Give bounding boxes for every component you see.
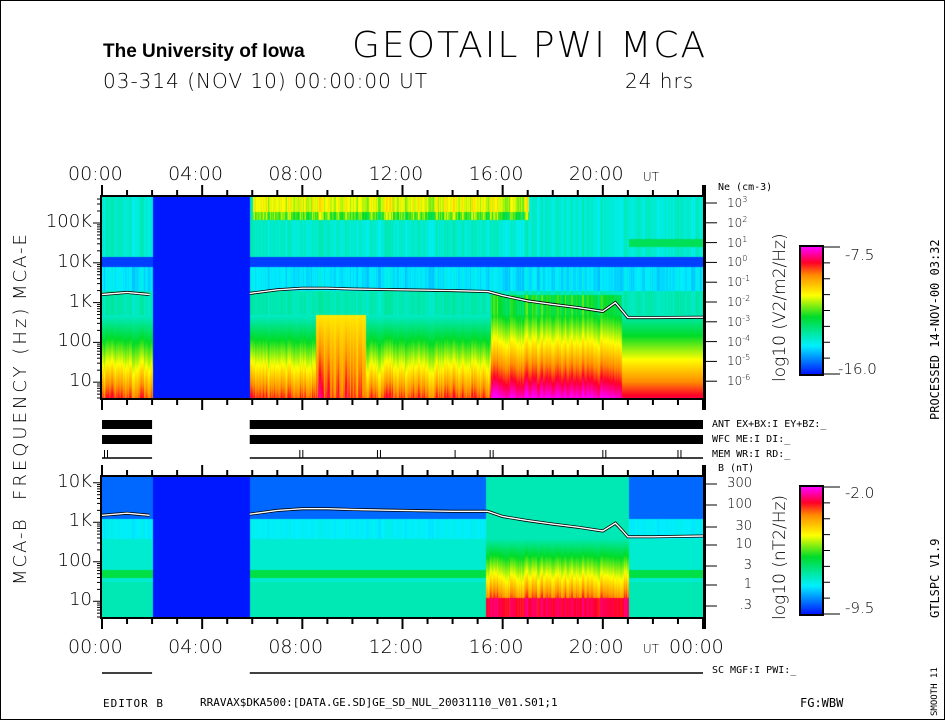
ne-tick-label: 102 bbox=[727, 214, 748, 230]
ut-label-top: UT bbox=[642, 170, 659, 184]
ant-status: ANT EX+BX:I EY+BZ:_ bbox=[712, 419, 827, 430]
bottom-time-label: 00:00 bbox=[669, 636, 724, 658]
density-line bbox=[101, 512, 150, 516]
bottom-time-label: 12:00 bbox=[368, 636, 424, 658]
panel-border bbox=[100, 475, 705, 619]
status-bar bbox=[249, 420, 703, 429]
status-bar bbox=[249, 435, 703, 444]
top-time-label: 00:00 bbox=[68, 163, 123, 185]
status-bar bbox=[102, 420, 153, 429]
top-time-label: 20:00 bbox=[568, 163, 624, 185]
bottom-time-label: 08:00 bbox=[268, 636, 324, 658]
bottom-time-label: 20:00 bbox=[568, 636, 624, 658]
sc-status: SC MGF:I PWI:_ bbox=[712, 665, 797, 676]
top-time-label: 16:00 bbox=[468, 163, 524, 185]
colorbar-e-max: -7.5 bbox=[845, 246, 875, 264]
smooth-label: SMOOTH 11 bbox=[930, 667, 940, 716]
density-line bbox=[249, 508, 704, 538]
bottom-time-label: 00:00 bbox=[68, 636, 123, 658]
mca-b-freq-tick-label: 10K bbox=[57, 470, 92, 492]
b-axis-title: B (nT) bbox=[718, 463, 755, 474]
b-tick-label: .3 bbox=[739, 598, 752, 613]
density-line-shadow bbox=[249, 286, 704, 320]
ne-tick-label: 10-5 bbox=[727, 353, 751, 369]
editor-label: EDITOR B bbox=[103, 697, 164, 710]
mem-status: MEM WR:I RD:_ bbox=[712, 449, 791, 460]
b-tick-label: 30 bbox=[735, 519, 752, 534]
institution-label: The University of Iowa bbox=[103, 41, 305, 62]
fg-label: FG:WBW bbox=[800, 696, 844, 710]
colorbar-e-frame bbox=[799, 245, 824, 376]
mca-e-freq-tick-label: 1K bbox=[68, 290, 92, 312]
b-tick-label: 10 bbox=[735, 537, 752, 552]
ne-tick-label: 103 bbox=[727, 195, 748, 210]
ne-tick-label: 10-6 bbox=[727, 373, 751, 389]
mca-b-freq-tick-label: 10 bbox=[69, 589, 92, 611]
wfc-status: WFC ME:I DI:_ bbox=[712, 434, 791, 445]
mca-e-freq-tick-label: 100K bbox=[45, 210, 92, 232]
date-line: 03-314 (NOV 10) 00:00:00 UT bbox=[103, 69, 429, 93]
colorbar-e-label: log10 (V2/m2/Hz) bbox=[770, 233, 790, 382]
colorbar-b bbox=[801, 487, 822, 614]
colorbar-b-frame bbox=[799, 485, 824, 616]
ut-label-bottom: UT bbox=[642, 642, 659, 656]
b-tick-label: 300 bbox=[727, 476, 752, 491]
top-time-label: 08:00 bbox=[268, 163, 324, 185]
ne-tick-label: 10-1 bbox=[727, 274, 751, 290]
plot-title: GEOTAIL PWI MCA bbox=[352, 25, 708, 66]
mca-e-freq-tick-label: 10 bbox=[69, 370, 92, 392]
ne-tick-label: 100 bbox=[727, 254, 748, 270]
density-line bbox=[101, 291, 150, 296]
status-bar bbox=[102, 435, 153, 444]
panel-border bbox=[100, 195, 705, 400]
density-line bbox=[249, 287, 704, 319]
mca-e-freq-tick-label: 100 bbox=[57, 330, 92, 352]
colorbar-e bbox=[801, 247, 822, 374]
colorbar-e-min: -16.0 bbox=[838, 360, 877, 378]
ne-tick-label: 10-3 bbox=[727, 313, 751, 329]
ne-axis-title: Ne (cm-3) bbox=[718, 182, 773, 193]
version-label: GTLSPC V1.9 bbox=[928, 538, 942, 618]
file-path: RRAVAX$DKA500:[DATA.GE.SD]GE_SD_NUL_2003… bbox=[200, 696, 558, 709]
ne-tick-label: 101 bbox=[727, 234, 748, 250]
bottom-time-label: 04:00 bbox=[168, 636, 223, 658]
b-tick-label: 3 bbox=[743, 558, 752, 573]
colorbar-b-min: -9.5 bbox=[845, 599, 875, 617]
colorbar-b-max: -2.0 bbox=[845, 484, 875, 502]
bottom-time-label: 16:00 bbox=[468, 636, 524, 658]
top-time-label: 12:00 bbox=[368, 163, 424, 185]
ne-tick-label: 10-4 bbox=[727, 333, 751, 349]
top-time-label: 04:00 bbox=[168, 163, 223, 185]
processed-label: PROCESSED 14-NOV-00 03:32 bbox=[928, 239, 942, 420]
colorbar-b-label: log10 (nT2/Hz) bbox=[770, 494, 790, 620]
density-line-shadow bbox=[249, 507, 704, 539]
mca-e-spectrogram bbox=[102, 197, 704, 398]
mca-b-spectrogram bbox=[102, 477, 704, 617]
duration-label: 24 hrs bbox=[625, 69, 695, 93]
b-tick-label: 100 bbox=[727, 497, 752, 512]
b-tick-label: 1 bbox=[743, 577, 752, 592]
mca-e-freq-tick-label: 10K bbox=[57, 250, 92, 272]
mca-b-freq-tick-label: 100 bbox=[57, 549, 92, 571]
ne-tick-label: 10-2 bbox=[727, 294, 751, 309]
mca-b-freq-tick-label: 1K bbox=[68, 510, 92, 532]
